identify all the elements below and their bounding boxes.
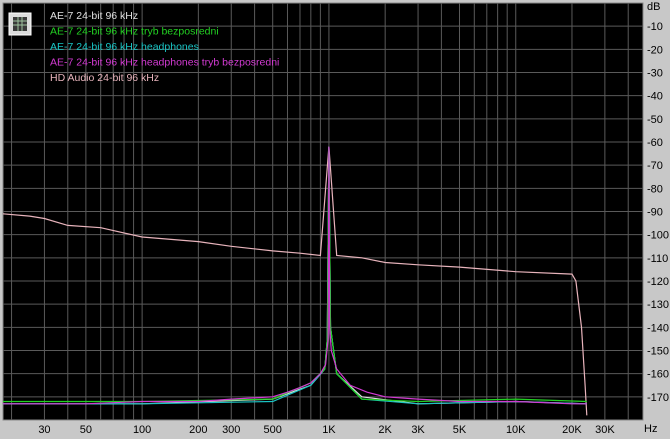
y-tick-label: -70	[647, 160, 663, 172]
legend-entry: AE-7 24-bit 96 kHz headphones tryb bezpo…	[50, 57, 279, 69]
y-unit-label: dB	[647, 1, 660, 13]
legend-entry: HD Audio 24-bit 96 kHz	[50, 72, 159, 84]
x-tick-label: 5K	[453, 424, 467, 436]
x-tick-label: 300	[222, 424, 240, 436]
x-tick-label: 30K	[595, 424, 615, 436]
y-tick-label: -20	[647, 44, 663, 56]
y-tick-label: -110	[647, 253, 668, 265]
x-tick-label: 500	[264, 424, 282, 436]
y-tick-label: -90	[647, 207, 663, 219]
x-axis: 30 50 100 200 300 500 1K 2K 3K 5K 10K 20K 30K	[38, 424, 615, 436]
x-unit-label: Hz	[644, 423, 657, 435]
y-tick-label: -40	[647, 91, 663, 103]
x-tick-label: 20K	[562, 424, 582, 436]
series-group	[2, 146, 588, 416]
y-axis: -10 -20 -30 -40 -50 -60 -70 -80 -90 -100 -110 -120 -…	[647, 21, 669, 404]
x-tick-label: 3K	[411, 424, 425, 436]
y-tick-label: -30	[647, 68, 663, 80]
legend-entry: AE-7 24-bit 96 kHz	[50, 10, 138, 22]
y-tick-label: -60	[647, 137, 663, 149]
y-tick-label: -80	[647, 183, 663, 195]
y-tick-label: -100	[647, 230, 669, 242]
x-tick-label: 2K	[378, 424, 392, 436]
series-line	[3, 146, 587, 405]
y-tick-label: -130	[647, 299, 669, 311]
y-tick-label: -10	[647, 21, 663, 33]
x-tick-label: 1K	[322, 424, 336, 436]
legend: AE-7 24-bit 96 kHz AE-7 24-bit 96 kHz try…	[8, 10, 279, 84]
legend-entry: AE-7 24-bit 96 kHz headphones	[50, 41, 199, 53]
x-tick-label: 30	[38, 424, 50, 436]
x-tick-label: 50	[80, 424, 92, 436]
y-tick-label: -140	[647, 322, 669, 334]
legend-icon	[8, 12, 32, 36]
y-tick-label: -150	[647, 346, 669, 358]
x-tick-label: 200	[189, 424, 207, 436]
y-tick-label: -50	[647, 114, 663, 126]
y-tick-label: -170	[647, 392, 669, 404]
x-tick-label: 100	[133, 424, 151, 436]
y-tick-label: -120	[647, 276, 669, 288]
x-tick-label: 10K	[506, 424, 526, 436]
legend-entry: AE-7 24-bit 96 kHz tryb bezposredni	[50, 26, 219, 38]
y-tick-label: -160	[647, 369, 669, 381]
